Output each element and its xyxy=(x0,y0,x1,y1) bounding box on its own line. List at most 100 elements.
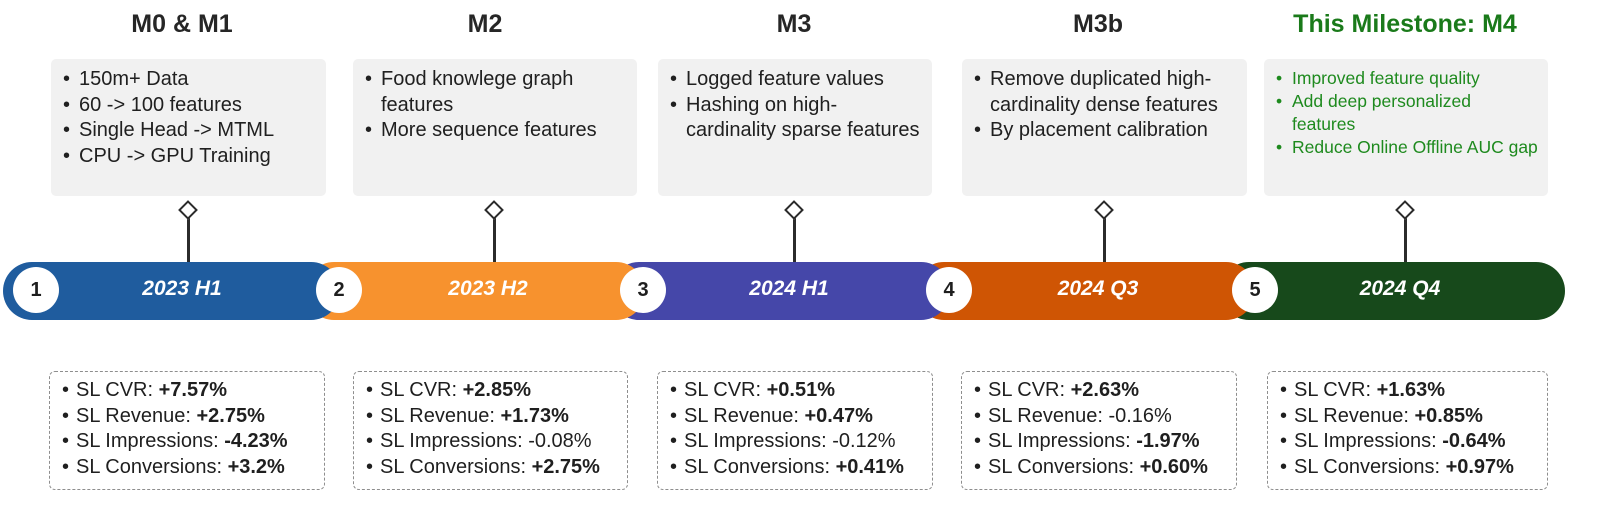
metric-value: +0.97% xyxy=(1445,455,1514,478)
result-item: SL CVR: +7.57% xyxy=(62,378,316,404)
result-item: SL Conversions: +0.60% xyxy=(974,455,1228,481)
milestone-title: M3b xyxy=(1073,10,1123,38)
metric-label: SL Revenue: xyxy=(380,404,495,427)
metric-value: +2.85% xyxy=(462,379,532,401)
step-number-badge: 1 xyxy=(13,267,59,313)
metric-value: -0.16% xyxy=(1108,404,1172,427)
feature-item: More sequence features xyxy=(365,118,627,144)
feature-item: 60 -> 100 features xyxy=(63,93,316,119)
connector-diamond-icon xyxy=(178,200,198,220)
metric-label: SL Conversions: xyxy=(988,455,1134,478)
step-number-badge: 4 xyxy=(926,267,972,313)
metric-label: SL Impressions: xyxy=(988,430,1131,452)
results-box: SL CVR: +7.57%SL Revenue: +2.75%SL Impre… xyxy=(49,371,325,490)
feature-item: Single Head -> MTML xyxy=(63,118,316,144)
results-box: SL CVR: +2.85%SL Revenue: +1.73%SL Impre… xyxy=(353,371,628,490)
connector-line xyxy=(1103,216,1106,263)
result-item: SL Conversions: +2.75% xyxy=(366,455,619,481)
step-number-badge: 3 xyxy=(620,267,666,313)
metric-value: +7.57% xyxy=(158,379,228,401)
metric-value: +2.75% xyxy=(196,404,265,427)
timeline-segment-1 xyxy=(3,262,340,320)
connector-line xyxy=(793,216,796,263)
connector-line xyxy=(187,216,190,263)
feature-box: Remove duplicated high-cardinality dense… xyxy=(962,59,1247,196)
period-label: 2023 H1 xyxy=(142,277,222,300)
result-item: SL Impressions: -0.12% xyxy=(670,429,924,455)
connector-diamond-icon xyxy=(484,200,504,220)
period-label: 2024 Q4 xyxy=(1359,277,1441,300)
feature-item: Improved feature quality xyxy=(1276,67,1538,90)
result-item: SL Impressions: -0.08% xyxy=(366,429,619,455)
result-item: SL CVR: +2.85% xyxy=(366,378,619,404)
metric-label: SL Impressions: xyxy=(380,430,523,452)
feature-box: 150m+ Data60 -> 100 featuresSingle Head … xyxy=(51,59,326,196)
feature-item: CPU -> GPU Training xyxy=(63,144,316,170)
metric-label: SL Revenue: xyxy=(76,404,191,427)
connector-diamond-icon xyxy=(1094,200,1114,220)
result-item: SL CVR: +1.63% xyxy=(1280,378,1539,404)
step-number-badge: 2 xyxy=(316,267,362,313)
metric-value: +1.63% xyxy=(1376,379,1446,401)
feature-item: Hashing on high-cardinality sparse featu… xyxy=(670,93,922,144)
metric-label: SL Conversions: xyxy=(1294,455,1440,478)
connector-diamond-icon xyxy=(1395,200,1415,220)
period-label: 2023 H2 xyxy=(448,277,528,300)
feature-item: 150m+ Data xyxy=(63,67,316,93)
feature-box: Logged feature valuesHashing on high-car… xyxy=(658,59,932,196)
feature-item: Logged feature values xyxy=(670,67,922,93)
feature-item: Food knowlege graph features xyxy=(365,67,627,118)
metric-label: SL CVR: xyxy=(380,379,458,401)
metric-label: SL Revenue: xyxy=(1294,404,1409,427)
current-feature-box: Improved feature qualityAdd deep persona… xyxy=(1264,59,1548,196)
feature-item: Add deep personalized features xyxy=(1276,90,1538,136)
metric-label: SL CVR: xyxy=(1294,379,1372,401)
feature-item: By placement calibration xyxy=(974,118,1237,144)
result-item: SL Revenue: +2.75% xyxy=(62,404,316,430)
metric-value: -0.12% xyxy=(832,430,896,452)
metric-value: +3.2% xyxy=(227,455,285,478)
metric-label: SL CVR: xyxy=(988,379,1066,401)
current-milestone-title: This Milestone: M4 xyxy=(1293,10,1517,38)
metric-label: SL Revenue: xyxy=(684,404,799,427)
metric-label: SL Impressions: xyxy=(76,430,219,452)
feature-box: Food knowlege graph featuresMore sequenc… xyxy=(353,59,637,196)
metric-label: SL Revenue: xyxy=(988,404,1103,427)
results-box: SL CVR: +1.63%SL Revenue: +0.85%SL Impre… xyxy=(1267,371,1548,490)
result-item: SL Conversions: +3.2% xyxy=(62,455,316,481)
metric-value: -0.08% xyxy=(528,430,592,452)
metric-label: SL CVR: xyxy=(684,379,762,401)
metric-label: SL Conversions: xyxy=(684,455,830,478)
timeline-segment-3 xyxy=(610,262,950,320)
result-item: SL Revenue: +0.47% xyxy=(670,404,924,430)
metric-label: SL Conversions: xyxy=(76,455,222,478)
result-item: SL Impressions: -1.97% xyxy=(974,429,1228,455)
metric-value: +0.47% xyxy=(804,404,873,427)
metric-label: SL Impressions: xyxy=(1294,430,1437,452)
metric-value: +2.63% xyxy=(1070,379,1140,401)
feature-item: Reduce Online Offline AUC gap xyxy=(1276,136,1538,159)
results-box: SL CVR: +2.63%SL Revenue: -0.16%SL Impre… xyxy=(961,371,1237,490)
metric-value: +1.73% xyxy=(500,404,569,427)
result-item: SL Conversions: +0.41% xyxy=(670,455,924,481)
connector-line xyxy=(1404,216,1407,263)
metric-value: -0.64% xyxy=(1442,430,1506,452)
result-item: SL Impressions: -4.23% xyxy=(62,429,316,455)
metric-value: -1.97% xyxy=(1136,430,1200,452)
result-item: SL Impressions: -0.64% xyxy=(1280,429,1539,455)
metric-label: SL CVR: xyxy=(76,379,154,401)
period-label: 2024 H1 xyxy=(749,277,829,300)
milestone-title: M3 xyxy=(776,10,812,38)
milestone-title: M2 xyxy=(467,10,503,38)
results-box: SL CVR: +0.51%SL Revenue: +0.47%SL Impre… xyxy=(657,371,933,490)
milestone-title: M0 & M1 xyxy=(131,10,233,38)
metric-label: SL Conversions: xyxy=(380,455,526,478)
result-item: SL Conversions: +0.97% xyxy=(1280,455,1539,481)
metric-value: +0.51% xyxy=(766,379,836,401)
connector-line xyxy=(493,216,496,263)
result-item: SL Revenue: +1.73% xyxy=(366,404,619,430)
metric-value: +0.85% xyxy=(1414,404,1483,427)
result-item: SL CVR: +0.51% xyxy=(670,378,924,404)
period-label: 2024 Q3 xyxy=(1057,277,1139,300)
result-item: SL CVR: +2.63% xyxy=(974,378,1228,404)
